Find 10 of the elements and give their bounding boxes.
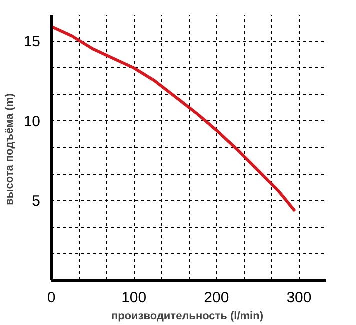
x-tick-label: 0 (47, 290, 56, 306)
line-series (52, 25, 296, 212)
x-tick-label: 300 (286, 290, 312, 306)
x-tick-label: 100 (122, 290, 147, 306)
x-axis-title: производительность (l/min) (111, 310, 264, 322)
y-tick-label: 15 (24, 34, 41, 51)
y-tick-label: 10 (24, 113, 41, 130)
y-tick-label: 5 (32, 193, 40, 210)
x-tick-label: 200 (204, 290, 230, 306)
y-axis-title: высота подъёма (m) (4, 93, 16, 206)
